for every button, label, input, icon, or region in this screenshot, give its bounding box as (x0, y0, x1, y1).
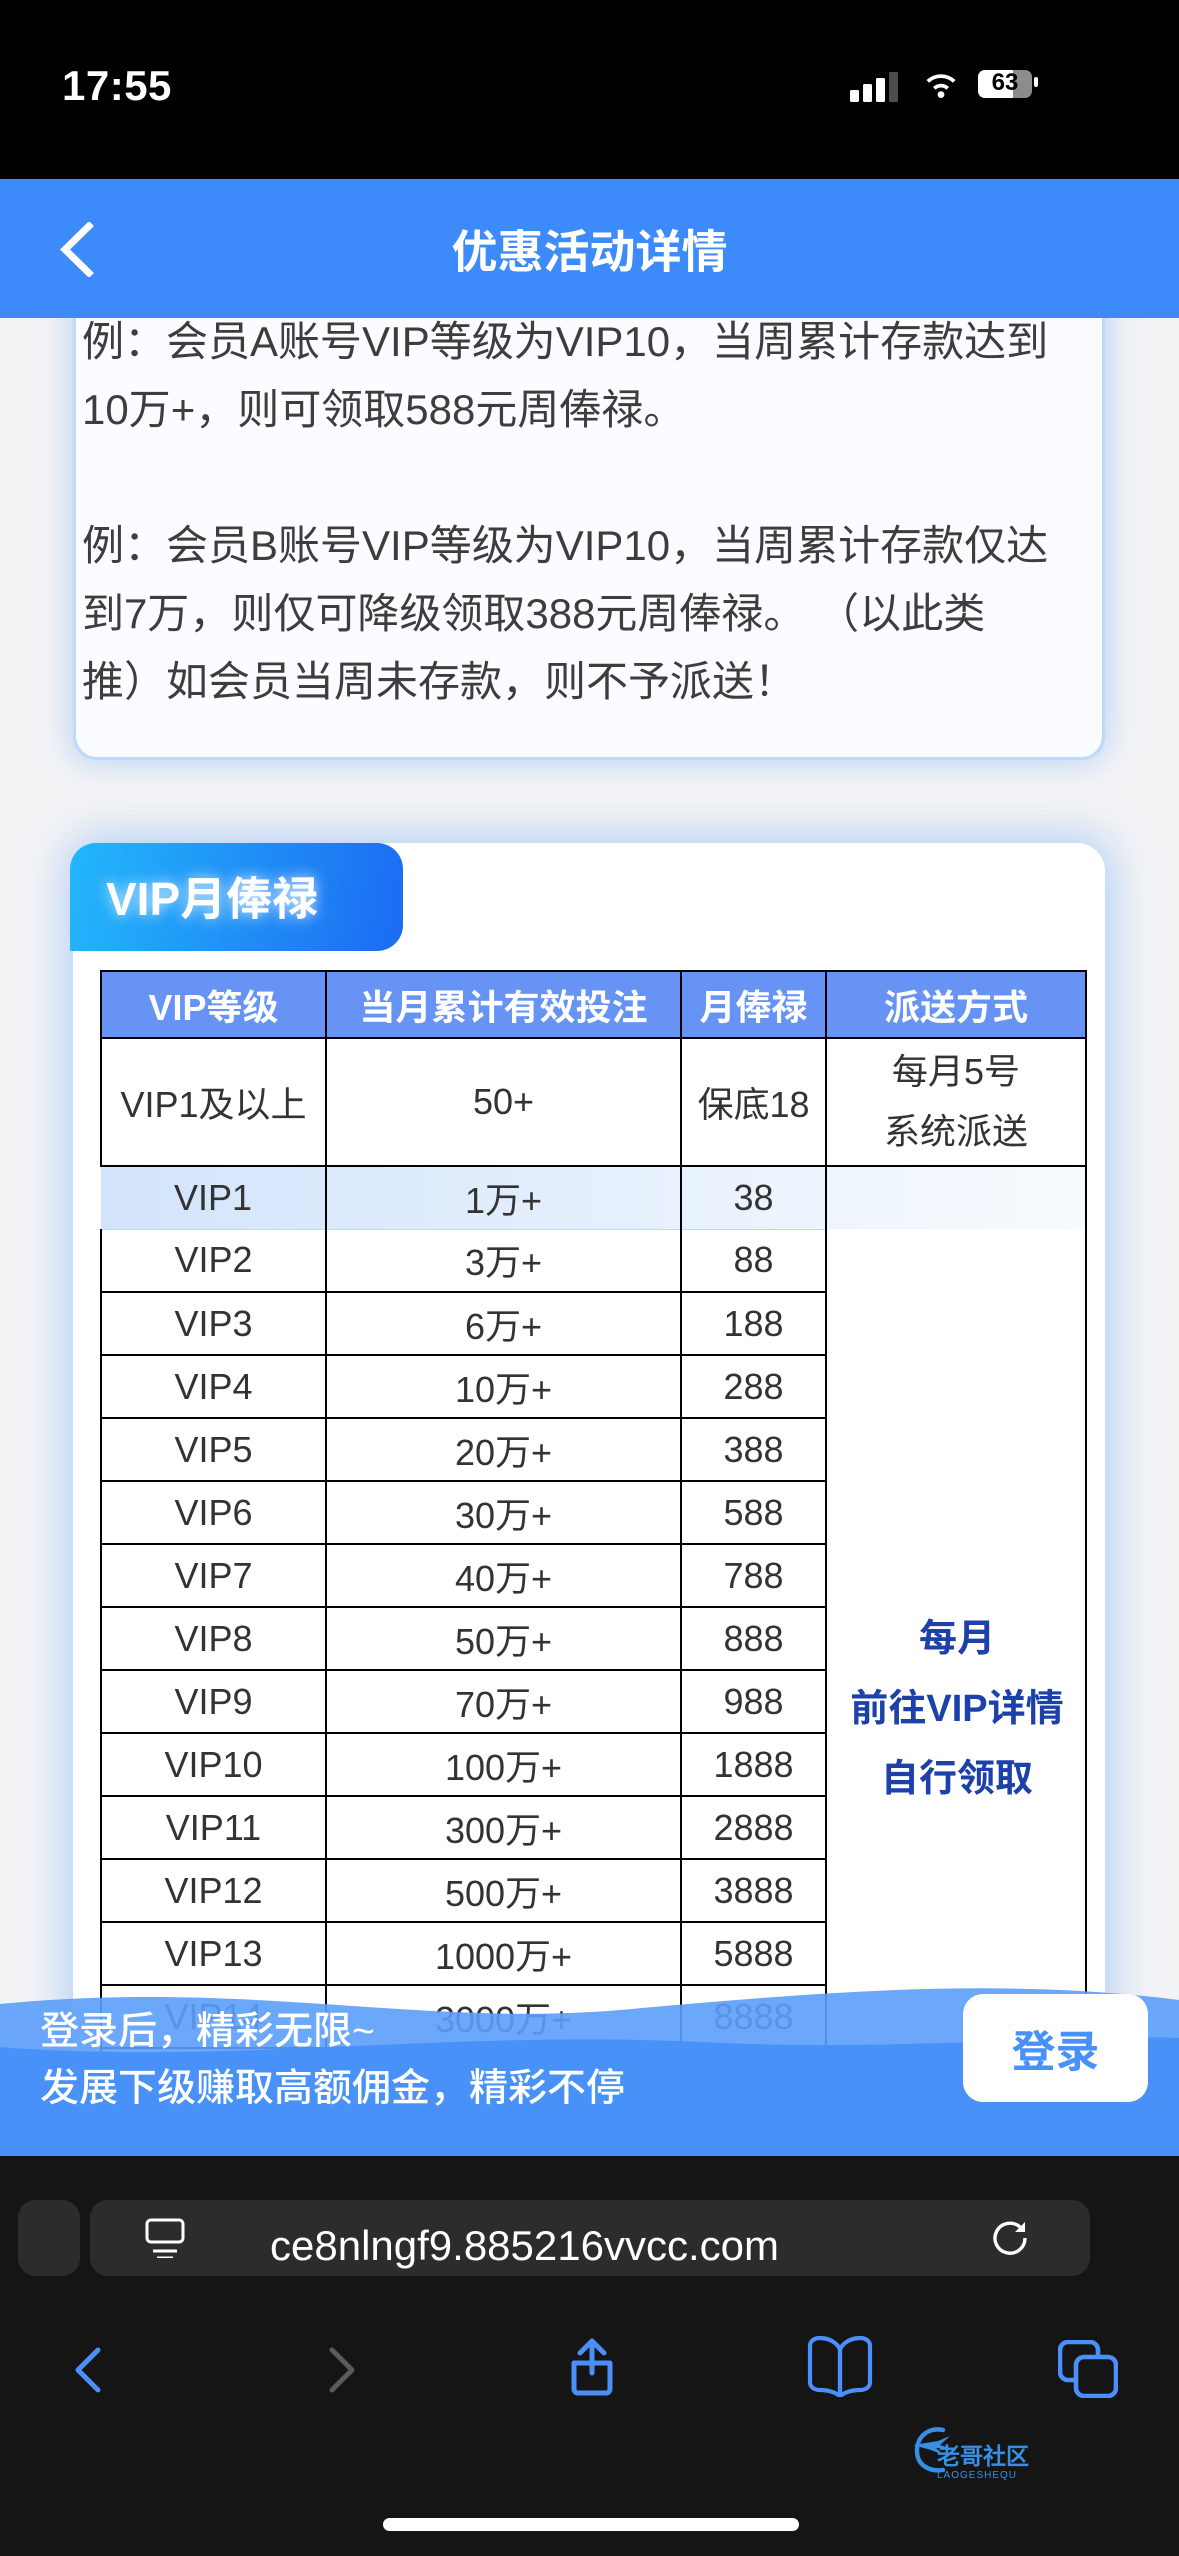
svg-text:老哥社区: 老哥社区 (936, 2443, 1029, 2469)
svg-text:LAOGESHEQU: LAOGESHEQU (937, 2470, 1017, 2481)
